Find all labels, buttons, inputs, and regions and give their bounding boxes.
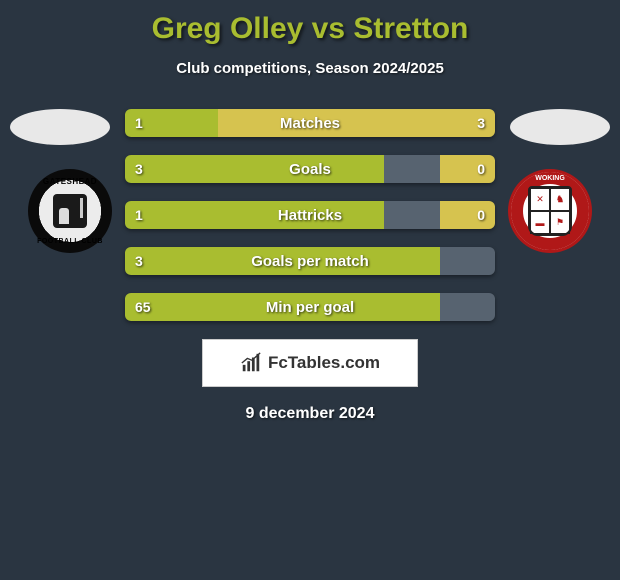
badge-left-text-bottom: FOOTBALL CLUB: [30, 238, 110, 245]
gateshead-icon: [53, 194, 87, 228]
stat-bars: Matches13Goals30Hattricks10Goals per mat…: [125, 109, 495, 321]
stat-label: Matches: [125, 109, 495, 137]
stat-value-right: [475, 293, 495, 321]
stat-value-right: [475, 247, 495, 275]
player-left-silhouette: [10, 109, 110, 145]
chart-icon: [240, 352, 262, 374]
club-badge-left: GATESHEAD FOOTBALL CLUB: [28, 169, 112, 253]
player-right-silhouette: [510, 109, 610, 145]
date-label: 9 december 2024: [0, 405, 620, 423]
watermark: FcTables.com: [202, 339, 418, 387]
subtitle: Club competitions, Season 2024/2025: [0, 60, 620, 77]
stat-row: Matches1 3: [125, 109, 495, 137]
stat-label: Hattricks: [125, 201, 495, 229]
page-title: Greg Olley vs Stretton: [0, 0, 620, 46]
comparison-arena: GATESHEAD FOOTBALL CLUB WOKING ✕♞▬⚑ Matc…: [0, 109, 620, 321]
stat-row: Goals3 0: [125, 155, 495, 183]
stat-row: Goals per match3: [125, 247, 495, 275]
badge-right-text: WOKING: [511, 175, 589, 182]
watermark-text: FcTables.com: [268, 353, 380, 373]
stat-value-right: 0: [467, 155, 495, 183]
badge-left-text-top: GATESHEAD: [30, 177, 110, 186]
stat-value-left: 3: [125, 155, 153, 183]
stat-value-left: 1: [125, 201, 153, 229]
stat-value-left: 1: [125, 109, 153, 137]
stat-label: Goals: [125, 155, 495, 183]
stat-row: Min per goal65: [125, 293, 495, 321]
stat-label: Goals per match: [125, 247, 495, 275]
stat-value-left: 65: [125, 293, 161, 321]
stat-value-left: 3: [125, 247, 153, 275]
stat-label: Min per goal: [125, 293, 495, 321]
stat-value-right: 3: [467, 109, 495, 137]
stat-row: Hattricks1 0: [125, 201, 495, 229]
club-badge-right: WOKING ✕♞▬⚑: [508, 169, 592, 253]
woking-shield-icon: ✕♞▬⚑: [528, 186, 572, 236]
stat-value-right: 0: [467, 201, 495, 229]
